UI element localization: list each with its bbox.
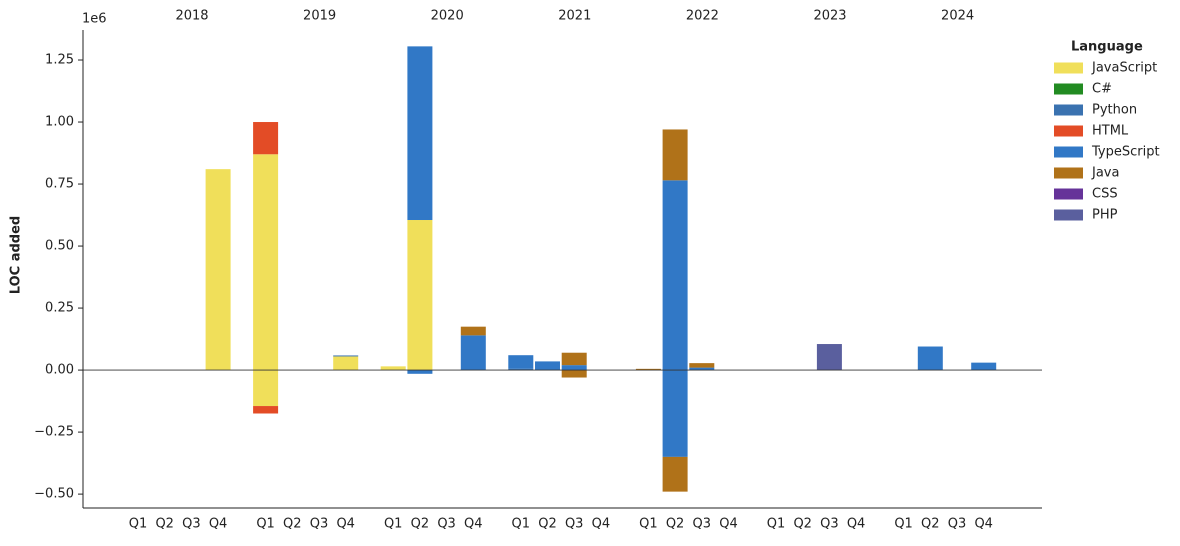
x-tick-label: Q3 [565, 517, 584, 532]
bar-segment [971, 362, 997, 371]
year-label: 2021 [558, 9, 591, 24]
year-label: 2022 [686, 9, 719, 24]
legend-label: JavaScript [1091, 61, 1157, 76]
year-label: 2019 [303, 9, 336, 24]
y-tick-label: −0.25 [34, 425, 74, 440]
x-tick-label: Q4 [592, 517, 611, 532]
bar-segment [662, 129, 688, 181]
x-tick-label: Q3 [693, 517, 712, 532]
bar-segment [689, 363, 715, 368]
x-tick-label: Q3 [310, 517, 329, 532]
legend-label: CSS [1092, 187, 1118, 202]
legend-title: Language [1071, 40, 1143, 55]
bar-segment [407, 46, 433, 221]
legend-swatch [1054, 188, 1083, 200]
x-tick-label: Q1 [767, 517, 786, 532]
x-tick-label: Q3 [820, 517, 839, 532]
bar-segment [407, 220, 433, 371]
y-tick-label: 1.25 [45, 53, 74, 68]
y-tick-label: 1.00 [45, 115, 74, 130]
bar-segment-negative [407, 370, 433, 374]
x-tick-label: Q2 [921, 517, 940, 532]
bar-segment [380, 366, 406, 371]
x-tick-label: Q2 [538, 517, 557, 532]
x-tick-label: Q1 [129, 517, 148, 532]
legend-swatch [1054, 125, 1083, 137]
x-tick-label: Q4 [974, 517, 993, 532]
legend-label: TypeScript [1091, 145, 1160, 160]
bar-segment [561, 365, 587, 371]
bar-segment [205, 169, 231, 371]
bar-segment [917, 346, 943, 371]
x-tick-label: Q2 [411, 517, 430, 532]
year-label: 2023 [813, 9, 846, 24]
bar-segment [535, 361, 560, 371]
bar-segment [816, 344, 842, 371]
x-tick-label: Q3 [948, 517, 967, 532]
legend-swatch [1054, 167, 1083, 179]
bar-segment-negative [662, 370, 688, 457]
legend-label: Java [1091, 166, 1119, 181]
x-tick-label: Q2 [283, 517, 302, 532]
y-tick-label: −0.50 [34, 487, 74, 502]
x-tick-label: Q1 [512, 517, 531, 532]
bar-segment [508, 355, 534, 369]
x-tick-label: Q1 [639, 517, 658, 532]
bar-segment [689, 367, 715, 371]
x-tick-label: Q4 [719, 517, 738, 532]
y-tick-label: 0.00 [45, 363, 74, 378]
bar-segment [333, 356, 359, 371]
x-tick-label: Q4 [336, 517, 355, 532]
y-tick-label: 0.75 [45, 177, 74, 192]
bar-segment [333, 355, 359, 357]
legend-swatch [1054, 146, 1083, 158]
year-label: 2024 [941, 9, 974, 24]
bar-segment [561, 352, 587, 366]
x-tick-label: Q4 [209, 517, 228, 532]
year-label: 2018 [175, 9, 208, 24]
x-tick-label: Q1 [384, 517, 403, 532]
bar-segment [253, 122, 279, 155]
y-tick-label: 0.25 [45, 301, 74, 316]
legend-swatch [1054, 83, 1083, 95]
bar-segment [460, 335, 486, 371]
y-offset-label: 1e6 [82, 12, 107, 27]
legend-swatch [1054, 62, 1083, 74]
bar-segment-negative [253, 406, 279, 414]
bar-segment [460, 326, 486, 336]
legend-swatch [1054, 104, 1083, 116]
bar-segment [253, 154, 279, 371]
x-tick-label: Q3 [437, 517, 456, 532]
legend-label: PHP [1092, 208, 1118, 223]
bar-segment [635, 368, 661, 371]
x-tick-label: Q3 [182, 517, 201, 532]
legend-label: HTML [1092, 124, 1129, 139]
x-tick-label: Q4 [847, 517, 866, 532]
x-tick-label: Q1 [256, 517, 275, 532]
y-tick-label: 0.50 [45, 239, 74, 254]
x-tick-label: Q2 [793, 517, 812, 532]
x-tick-label: Q1 [894, 517, 913, 532]
bar-segment [508, 368, 534, 371]
bar-segment-negative [253, 370, 279, 407]
legend-swatch [1054, 209, 1083, 221]
bar-segment [662, 180, 688, 371]
y-axis-label: LOC added [9, 216, 24, 294]
year-label: 2020 [431, 9, 464, 24]
legend-label: Python [1092, 103, 1137, 118]
x-tick-label: Q4 [464, 517, 483, 532]
bar-segment-negative [561, 370, 587, 378]
legend-label: C# [1092, 82, 1112, 97]
x-tick-label: Q2 [155, 517, 174, 532]
x-tick-label: Q2 [666, 517, 685, 532]
bar-segment-negative [662, 456, 688, 492]
